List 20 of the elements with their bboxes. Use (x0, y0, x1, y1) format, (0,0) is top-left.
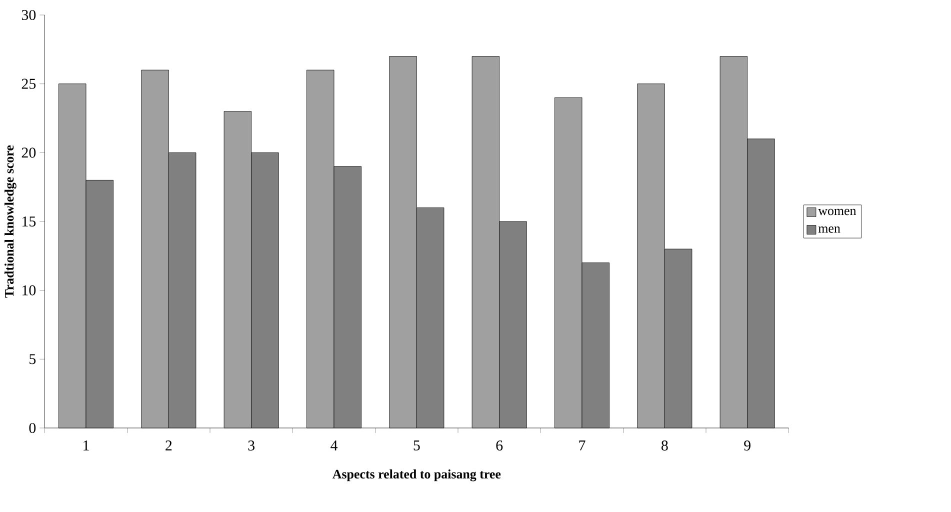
legend-label: men (818, 226, 840, 233)
y-tick-label: 10 (22, 285, 36, 296)
x-tick-label: 3 (248, 440, 254, 451)
x-tick-label: 2 (166, 440, 172, 450)
x-tick-label: 1 (84, 440, 89, 450)
y-tick-label: 15 (22, 216, 36, 226)
y-tick-label: 5 (30, 354, 36, 364)
y-tick-label: 20 (22, 148, 36, 158)
legend-label: women (818, 208, 856, 216)
y-tick-label: 25 (22, 78, 36, 89)
x-tick-label: 6 (496, 440, 503, 451)
y-axis-title: Tradtional knowledge score (4, 145, 16, 298)
x-tick-label: 4 (330, 440, 338, 450)
x-axis-title: Aspects related to paisang tree (332, 469, 501, 482)
y-tick-label: 0 (29, 422, 36, 434)
x-tick-label: 7 (579, 440, 586, 450)
x-tick-label: 5 (414, 440, 420, 450)
y-tick-label: 30 (22, 10, 36, 20)
x-tick-label: 9 (744, 440, 750, 451)
x-tick-label: 8 (661, 440, 668, 451)
